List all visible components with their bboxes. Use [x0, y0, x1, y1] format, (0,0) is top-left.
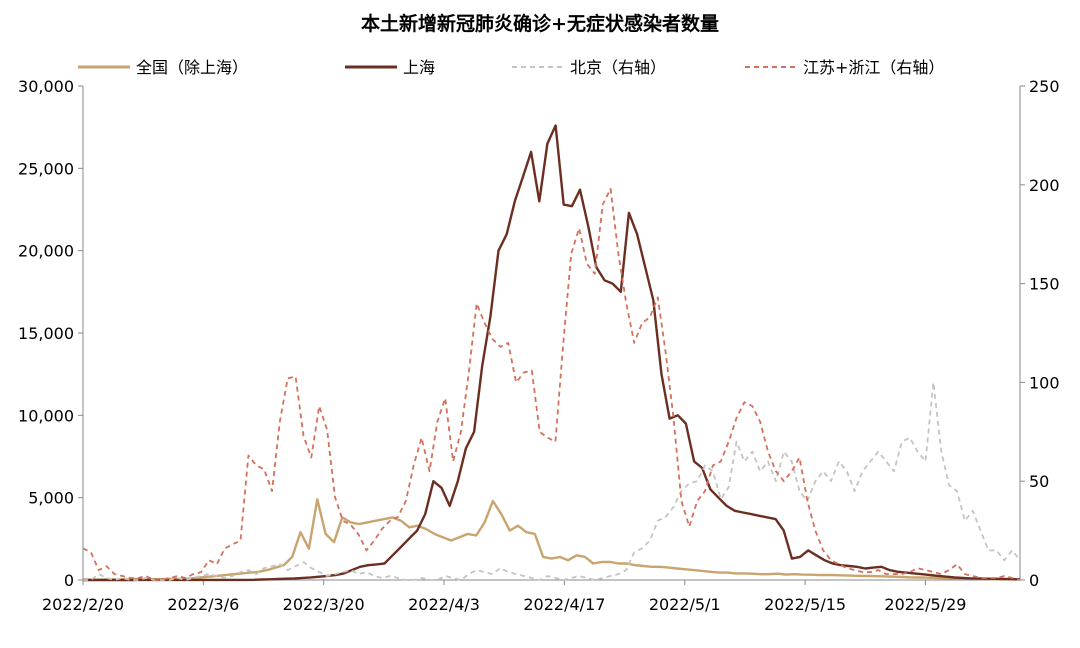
- right-tick-label: 250: [1029, 77, 1060, 96]
- right-tick-label: 0: [1029, 571, 1039, 590]
- series-layer: [82, 124, 1021, 582]
- chart-title: 本土新增新冠肺炎确诊+无症状感染者数量: [361, 12, 719, 35]
- right-tick-label: 100: [1029, 373, 1060, 392]
- right-tick-label: 50: [1029, 472, 1049, 491]
- left-tick-label: 15,000: [18, 324, 74, 343]
- legend-label-3: 江苏+浙江（右轴）: [803, 58, 944, 77]
- x-tick-label: 2022/2/20: [42, 595, 124, 614]
- legend: 全国（除上海） 上海 北京（右轴） 江苏+浙江（右轴）: [78, 58, 944, 77]
- x-tick-label: 2022/4/3: [408, 595, 480, 614]
- left-tick-label: 20,000: [18, 242, 74, 261]
- axes: 0 5,000 10,000 15,000 20,000 25,000 30,000 0 50 1…: [18, 77, 1060, 614]
- x-tick-label: 2022/4/17: [523, 595, 605, 614]
- series-line-2: [83, 381, 1021, 581]
- left-tick-label: 10,000: [18, 406, 74, 425]
- x-tick-label: 2022/3/6: [167, 595, 239, 614]
- x-tick-label: 2022/3/20: [283, 595, 365, 614]
- legend-label-2: 北京（右轴）: [570, 58, 666, 77]
- left-tick-label: 5,000: [28, 489, 74, 508]
- x-tick-label: 2022/5/15: [764, 595, 846, 614]
- legend-label-1: 上海: [403, 58, 435, 77]
- left-tick-label: 30,000: [18, 77, 74, 96]
- left-tick-label: 25,000: [18, 159, 74, 178]
- left-tick-label: 0: [64, 571, 74, 590]
- x-tick-label: 2022/5/29: [884, 595, 966, 614]
- right-tick-label: 150: [1029, 275, 1060, 294]
- series-line-1: [83, 124, 1021, 582]
- x-tick-label: 2022/5/1: [649, 595, 721, 614]
- legend-label-0: 全国（除上海）: [136, 58, 248, 77]
- series-line-3: [82, 187, 1021, 581]
- right-tick-label: 200: [1029, 176, 1060, 195]
